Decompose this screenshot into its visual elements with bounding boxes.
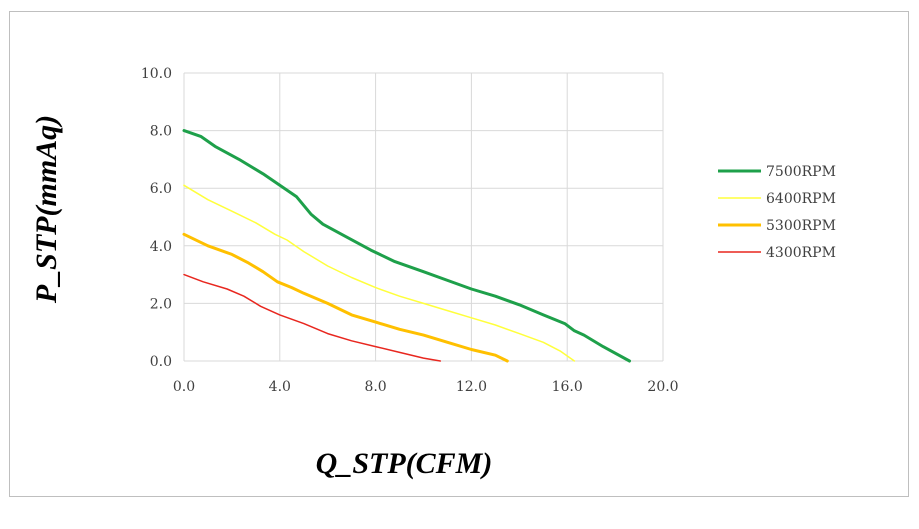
legend-label: 6400RPM (766, 191, 836, 207)
x-axis-title: Q_STP(CFM) (316, 447, 493, 480)
legend: 7500RPM 6400RPM 5300RPM 4300RPM (718, 164, 836, 261)
legend-label: 4300RPM (766, 245, 836, 261)
series-line-6400rpm (183, 184, 576, 362)
x-tick-label: 12.0 (456, 379, 487, 395)
x-tick-label: 16.0 (552, 379, 583, 395)
x-tick-label: 0.0 (173, 379, 195, 395)
y-tick-label: 8.0 (150, 124, 172, 140)
x-tick-label: 20.0 (647, 379, 678, 395)
x-tick-labels: 0.0 4.0 8.0 12.0 16.0 20.0 (173, 379, 679, 395)
series-line-5300rpm (182, 232, 509, 363)
x-tick-label: 4.0 (269, 379, 291, 395)
chart-frame (9, 11, 909, 497)
y-axis-title: P_STP(mmAq) (30, 115, 63, 304)
y-tick-label: 2.0 (150, 296, 172, 312)
y-tick-labels: 0.0 2.0 4.0 6.0 8.0 10.0 (141, 66, 172, 370)
legend-label: 7500RPM (766, 164, 836, 180)
x-tick-label: 8.0 (364, 379, 386, 395)
y-tick-label: 0.0 (150, 354, 172, 370)
series-line-7500rpm (182, 129, 631, 363)
legend-label: 5300RPM (766, 218, 836, 234)
series-line-4300rpm (183, 273, 442, 362)
series-lines (182, 129, 631, 363)
gridlines (183, 72, 664, 362)
y-tick-label: 10.0 (141, 66, 172, 82)
y-tick-label: 4.0 (150, 239, 172, 255)
y-tick-label: 6.0 (150, 181, 172, 197)
